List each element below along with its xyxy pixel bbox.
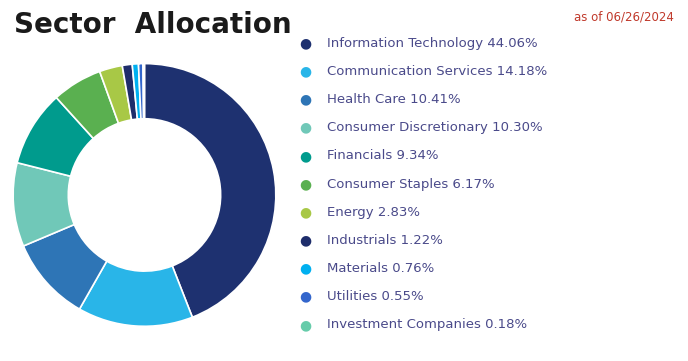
Wedge shape <box>122 64 138 120</box>
Text: ●: ● <box>299 149 312 163</box>
Text: ●: ● <box>299 234 312 247</box>
Text: Sector  Allocation: Sector Allocation <box>14 11 292 39</box>
Wedge shape <box>17 97 94 176</box>
Text: Financials 9.34%: Financials 9.34% <box>327 149 438 162</box>
Text: ●: ● <box>299 65 312 78</box>
Text: ●: ● <box>299 177 312 191</box>
Wedge shape <box>144 64 276 317</box>
Text: ●: ● <box>299 36 312 50</box>
Text: Information Technology 44.06%: Information Technology 44.06% <box>327 37 537 50</box>
Text: ●: ● <box>299 318 312 332</box>
Text: ●: ● <box>299 121 312 135</box>
Wedge shape <box>132 64 141 119</box>
Wedge shape <box>143 64 144 119</box>
Text: Health Care 10.41%: Health Care 10.41% <box>327 93 460 106</box>
Text: ●: ● <box>299 262 312 275</box>
Wedge shape <box>80 261 193 326</box>
Wedge shape <box>13 163 74 246</box>
Text: as of 06/26/2024: as of 06/26/2024 <box>574 11 674 24</box>
Text: Energy 2.83%: Energy 2.83% <box>327 206 420 219</box>
Text: ●: ● <box>299 93 312 106</box>
Wedge shape <box>138 64 144 119</box>
Text: Materials 0.76%: Materials 0.76% <box>327 262 434 275</box>
Text: Consumer Discretionary 10.30%: Consumer Discretionary 10.30% <box>327 121 542 134</box>
Text: Consumer Staples 6.17%: Consumer Staples 6.17% <box>327 178 495 191</box>
Text: Investment Companies 0.18%: Investment Companies 0.18% <box>327 318 527 331</box>
Text: Utilities 0.55%: Utilities 0.55% <box>327 290 423 303</box>
Text: ●: ● <box>299 205 312 219</box>
Text: Communication Services 14.18%: Communication Services 14.18% <box>327 65 547 78</box>
Text: ●: ● <box>299 290 312 304</box>
Wedge shape <box>56 71 118 139</box>
Wedge shape <box>23 225 107 309</box>
Text: Industrials 1.22%: Industrials 1.22% <box>327 234 442 247</box>
Wedge shape <box>100 65 131 123</box>
